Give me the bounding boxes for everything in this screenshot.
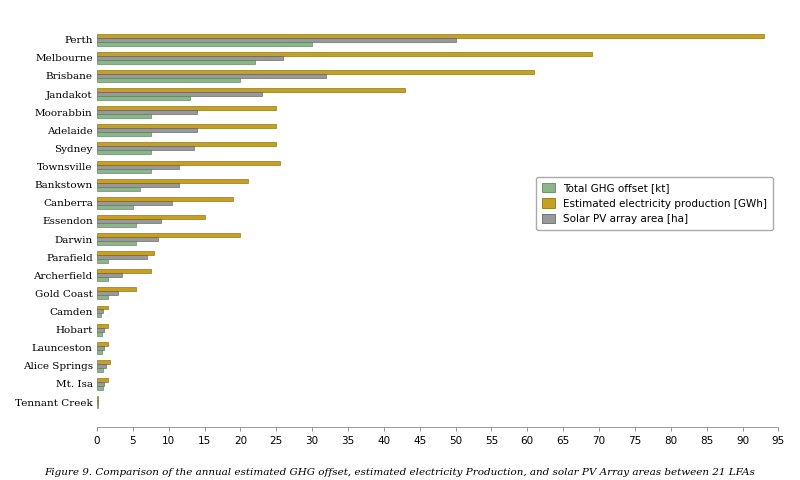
Bar	[97, 42, 312, 46]
Bar	[97, 110, 198, 114]
Bar	[97, 251, 154, 255]
Bar	[97, 168, 150, 172]
Bar	[97, 187, 140, 191]
Bar	[97, 128, 198, 132]
Bar	[97, 310, 102, 313]
Bar	[97, 305, 108, 310]
Bar	[97, 146, 194, 150]
Bar	[97, 52, 592, 56]
Bar	[97, 106, 276, 110]
Bar	[97, 124, 276, 128]
Bar	[97, 277, 108, 281]
Bar	[97, 70, 534, 74]
Bar	[97, 386, 102, 390]
Bar	[97, 215, 205, 219]
Bar	[97, 360, 110, 364]
Bar	[97, 92, 262, 96]
Legend: Total GHG offset [kt], Estimated electricity production [GWh], Solar PV array ar: Total GHG offset [kt], Estimated electri…	[536, 177, 773, 230]
Bar	[97, 255, 147, 259]
Bar	[97, 165, 179, 168]
Bar	[97, 56, 283, 60]
Bar	[97, 233, 240, 237]
Bar	[97, 179, 247, 183]
Bar	[97, 237, 158, 241]
Bar	[97, 78, 240, 82]
Bar	[97, 241, 136, 245]
Bar	[97, 368, 102, 372]
Bar	[97, 34, 764, 38]
Bar	[97, 313, 101, 317]
Bar	[97, 269, 150, 273]
Bar	[97, 364, 106, 368]
Bar	[97, 114, 150, 118]
Bar	[97, 143, 276, 146]
Bar	[97, 183, 179, 187]
Bar	[97, 378, 108, 382]
Bar	[97, 273, 122, 277]
Bar	[97, 291, 118, 295]
Bar	[97, 88, 406, 92]
Bar	[97, 259, 108, 263]
Bar	[97, 205, 133, 209]
Bar	[97, 332, 102, 336]
Bar	[97, 350, 102, 354]
Bar	[97, 219, 162, 223]
Bar	[97, 295, 108, 300]
Bar	[97, 132, 150, 136]
Bar	[97, 150, 150, 155]
Text: Figure 9. Comparison of the annual estimated GHG offset, estimated electricity P: Figure 9. Comparison of the annual estim…	[45, 468, 755, 477]
Bar	[97, 396, 98, 400]
Bar	[97, 160, 280, 165]
Bar	[97, 342, 108, 346]
Bar	[97, 382, 104, 386]
Bar	[97, 288, 136, 291]
Bar	[97, 197, 234, 201]
Bar	[97, 60, 254, 64]
Bar	[97, 96, 190, 100]
Bar	[97, 74, 326, 78]
Bar	[97, 38, 455, 42]
Bar	[97, 223, 136, 227]
Bar	[97, 324, 108, 328]
Bar	[97, 346, 104, 350]
Bar	[97, 201, 172, 205]
Bar	[97, 328, 104, 332]
